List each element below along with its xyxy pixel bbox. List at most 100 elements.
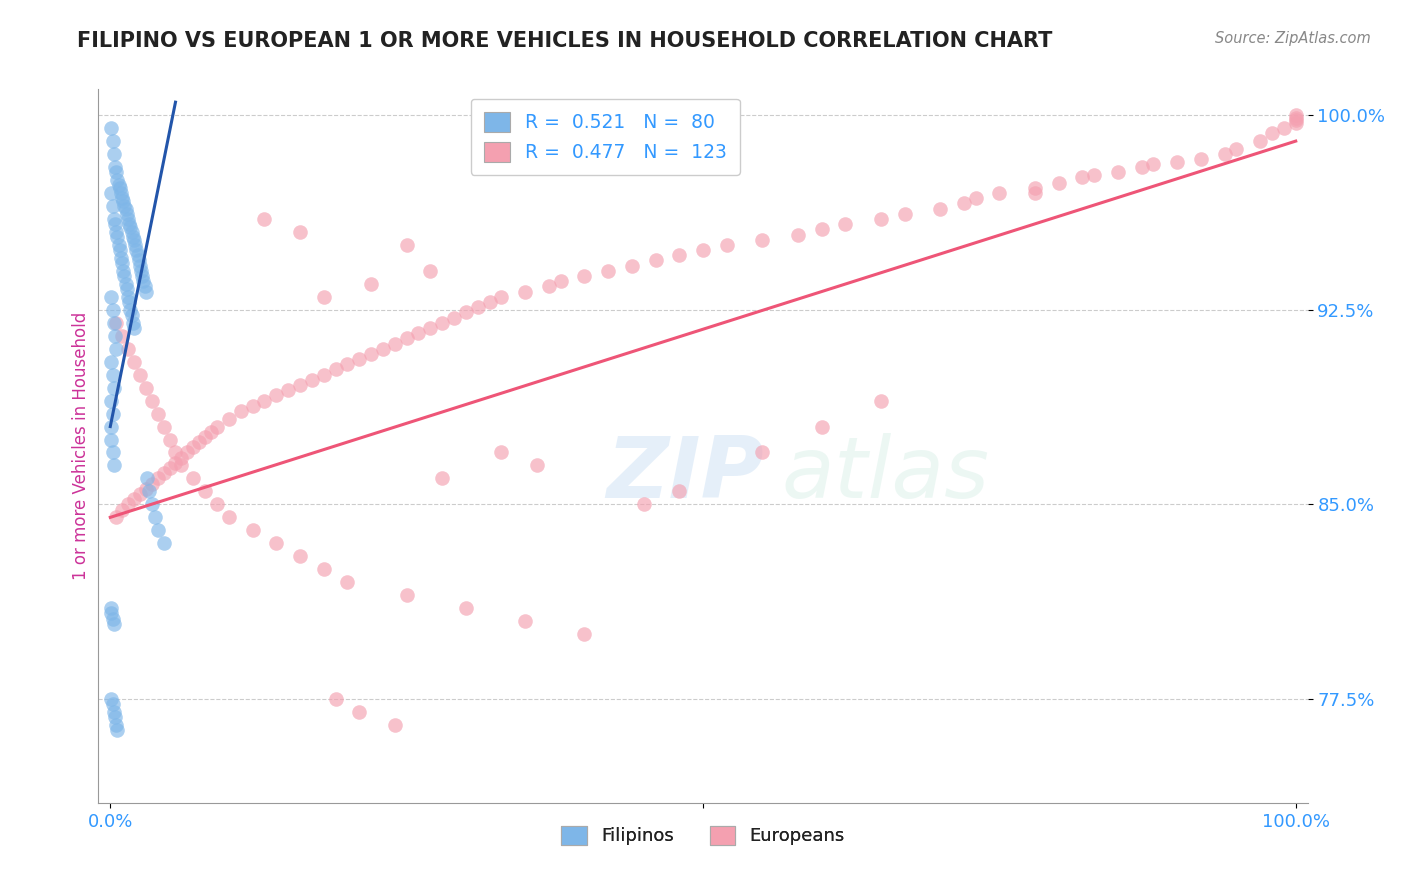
Point bbox=[112, 264, 135, 278]
Point bbox=[205, 419, 228, 434]
Point bbox=[122, 354, 145, 368]
Point bbox=[1225, 142, 1247, 156]
Point bbox=[105, 342, 128, 356]
Point bbox=[122, 233, 145, 247]
Point bbox=[264, 536, 287, 550]
Point bbox=[104, 160, 127, 174]
Y-axis label: 1 or more Vehicles in Household: 1 or more Vehicles in Household bbox=[72, 312, 90, 580]
Point bbox=[114, 202, 136, 216]
Point bbox=[105, 718, 128, 732]
Point bbox=[152, 419, 174, 434]
Point bbox=[117, 290, 139, 304]
Point bbox=[129, 259, 152, 273]
Point bbox=[100, 433, 122, 447]
Point bbox=[105, 165, 128, 179]
Point bbox=[105, 510, 128, 524]
Point bbox=[751, 445, 773, 459]
Point bbox=[384, 336, 406, 351]
Point bbox=[120, 219, 142, 234]
Point bbox=[128, 253, 150, 268]
Point bbox=[105, 316, 128, 330]
Point bbox=[395, 588, 418, 602]
Point bbox=[132, 274, 155, 288]
Point bbox=[1189, 153, 1212, 167]
Point bbox=[101, 611, 124, 625]
Point bbox=[347, 352, 370, 367]
Point bbox=[103, 616, 125, 631]
Point bbox=[103, 381, 125, 395]
Point bbox=[644, 253, 666, 268]
Point bbox=[101, 697, 124, 711]
Point bbox=[125, 243, 148, 257]
Point bbox=[112, 194, 135, 208]
Point bbox=[1071, 170, 1094, 185]
Point bbox=[104, 710, 127, 724]
Point bbox=[100, 601, 122, 615]
Point bbox=[288, 378, 311, 392]
Point bbox=[550, 274, 572, 288]
Point bbox=[146, 471, 169, 485]
Point bbox=[121, 225, 143, 239]
Point bbox=[432, 471, 454, 485]
Point bbox=[131, 268, 153, 283]
Point bbox=[105, 230, 128, 244]
Point bbox=[129, 487, 152, 501]
Point bbox=[668, 484, 690, 499]
Point bbox=[105, 173, 128, 187]
Text: atlas: atlas bbox=[782, 433, 990, 516]
Point bbox=[336, 575, 359, 590]
Point bbox=[965, 191, 987, 205]
Point bbox=[1130, 160, 1153, 174]
Point bbox=[107, 178, 129, 193]
Point bbox=[478, 295, 501, 310]
Point bbox=[127, 248, 149, 262]
Point bbox=[159, 433, 181, 447]
Point bbox=[218, 510, 240, 524]
Point bbox=[111, 191, 134, 205]
Point bbox=[117, 342, 139, 356]
Point bbox=[100, 692, 122, 706]
Point bbox=[194, 430, 217, 444]
Point bbox=[124, 238, 146, 252]
Point bbox=[620, 259, 643, 273]
Point bbox=[136, 471, 159, 485]
Point bbox=[129, 368, 152, 382]
Point bbox=[111, 502, 134, 516]
Point bbox=[181, 440, 204, 454]
Point bbox=[101, 445, 124, 459]
Point bbox=[200, 425, 222, 439]
Point bbox=[692, 243, 714, 257]
Point bbox=[1166, 154, 1188, 169]
Point bbox=[120, 302, 142, 317]
Point bbox=[135, 482, 157, 496]
Point bbox=[122, 492, 145, 507]
Point bbox=[146, 407, 169, 421]
Point bbox=[264, 388, 287, 402]
Point bbox=[101, 407, 124, 421]
Point bbox=[170, 450, 193, 465]
Legend: Filipinos, Europeans: Filipinos, Europeans bbox=[553, 816, 853, 855]
Point bbox=[1285, 108, 1308, 122]
Point bbox=[1261, 126, 1284, 140]
Point bbox=[101, 199, 124, 213]
Point bbox=[114, 199, 136, 213]
Point bbox=[242, 524, 264, 538]
Point bbox=[869, 211, 891, 226]
Point bbox=[893, 207, 915, 221]
Point bbox=[467, 300, 489, 314]
Point bbox=[371, 342, 394, 356]
Point bbox=[100, 393, 122, 408]
Point bbox=[108, 181, 131, 195]
Point bbox=[1142, 157, 1164, 171]
Point bbox=[526, 458, 548, 473]
Point bbox=[114, 268, 136, 283]
Point bbox=[360, 347, 382, 361]
Point bbox=[325, 362, 347, 376]
Point bbox=[395, 331, 418, 345]
Point bbox=[104, 217, 127, 231]
Point bbox=[100, 607, 122, 621]
Point bbox=[988, 186, 1011, 200]
Point bbox=[253, 393, 276, 408]
Point bbox=[108, 243, 131, 257]
Point bbox=[101, 134, 124, 148]
